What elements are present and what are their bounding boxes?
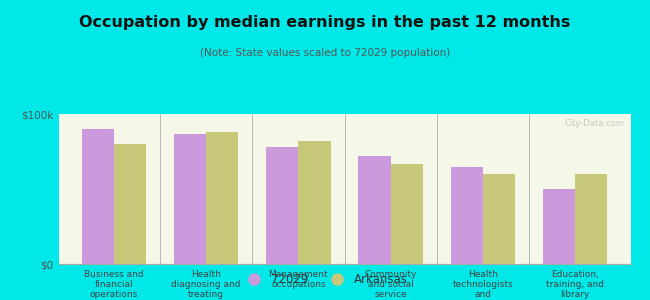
Bar — [450, 167, 483, 264]
Text: Occupation by median earnings in the past 12 months: Occupation by median earnings in the pas… — [79, 15, 571, 30]
Bar — [358, 156, 391, 264]
Bar — [298, 141, 331, 264]
Bar — [483, 174, 515, 264]
Bar — [575, 174, 608, 264]
Legend: 72029, Arkansas: 72029, Arkansas — [237, 269, 413, 291]
Bar — [391, 164, 423, 264]
Bar — [174, 134, 206, 264]
Bar — [543, 189, 575, 264]
Bar — [266, 147, 298, 264]
Text: (Note: State values scaled to 72029 population): (Note: State values scaled to 72029 popu… — [200, 48, 450, 58]
Bar — [81, 129, 114, 264]
Bar — [206, 132, 239, 264]
Bar — [114, 144, 146, 264]
Text: City-Data.com: City-Data.com — [565, 118, 625, 127]
